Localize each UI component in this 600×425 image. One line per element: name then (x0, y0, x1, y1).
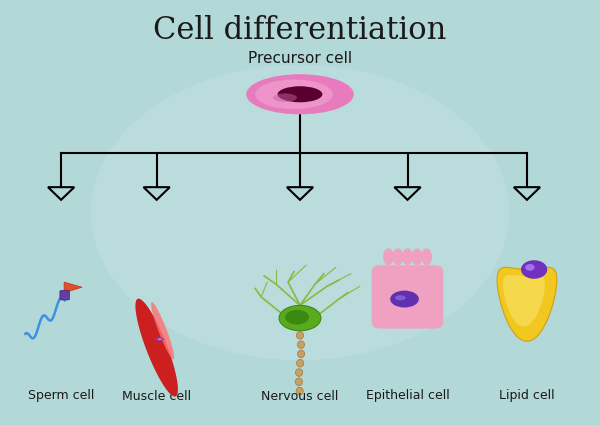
Ellipse shape (295, 378, 302, 385)
Ellipse shape (298, 341, 305, 348)
Text: Epithelial cell: Epithelial cell (365, 389, 449, 402)
Ellipse shape (246, 74, 354, 114)
Polygon shape (136, 299, 178, 397)
Ellipse shape (285, 310, 309, 325)
Text: Sperm cell: Sperm cell (28, 389, 94, 402)
Polygon shape (48, 187, 74, 200)
Ellipse shape (392, 248, 403, 265)
Ellipse shape (402, 248, 413, 265)
Ellipse shape (395, 295, 406, 300)
Ellipse shape (296, 369, 302, 376)
Polygon shape (514, 187, 540, 200)
Ellipse shape (155, 337, 164, 341)
FancyBboxPatch shape (60, 291, 70, 300)
Ellipse shape (298, 350, 305, 358)
Text: Nervous cell: Nervous cell (262, 389, 338, 402)
Polygon shape (151, 302, 174, 359)
Polygon shape (64, 282, 82, 293)
Ellipse shape (296, 332, 304, 339)
Polygon shape (497, 267, 557, 341)
Polygon shape (143, 187, 170, 200)
Ellipse shape (412, 248, 422, 265)
Ellipse shape (158, 339, 161, 340)
FancyBboxPatch shape (371, 265, 443, 329)
Circle shape (521, 260, 547, 279)
Circle shape (91, 65, 509, 360)
Ellipse shape (296, 387, 303, 395)
Text: Precursor cell: Precursor cell (248, 51, 352, 66)
Ellipse shape (278, 86, 322, 102)
Ellipse shape (390, 291, 419, 308)
Polygon shape (394, 187, 421, 200)
Text: Lipid cell: Lipid cell (499, 389, 555, 402)
Polygon shape (503, 275, 545, 326)
Ellipse shape (255, 79, 333, 109)
Ellipse shape (421, 248, 432, 265)
Ellipse shape (296, 360, 304, 367)
Ellipse shape (273, 94, 297, 102)
Text: Muscle cell: Muscle cell (122, 389, 191, 402)
Ellipse shape (279, 306, 321, 331)
Text: Cell differentiation: Cell differentiation (154, 15, 446, 46)
Polygon shape (287, 187, 313, 200)
Ellipse shape (383, 248, 394, 265)
Circle shape (525, 264, 535, 271)
